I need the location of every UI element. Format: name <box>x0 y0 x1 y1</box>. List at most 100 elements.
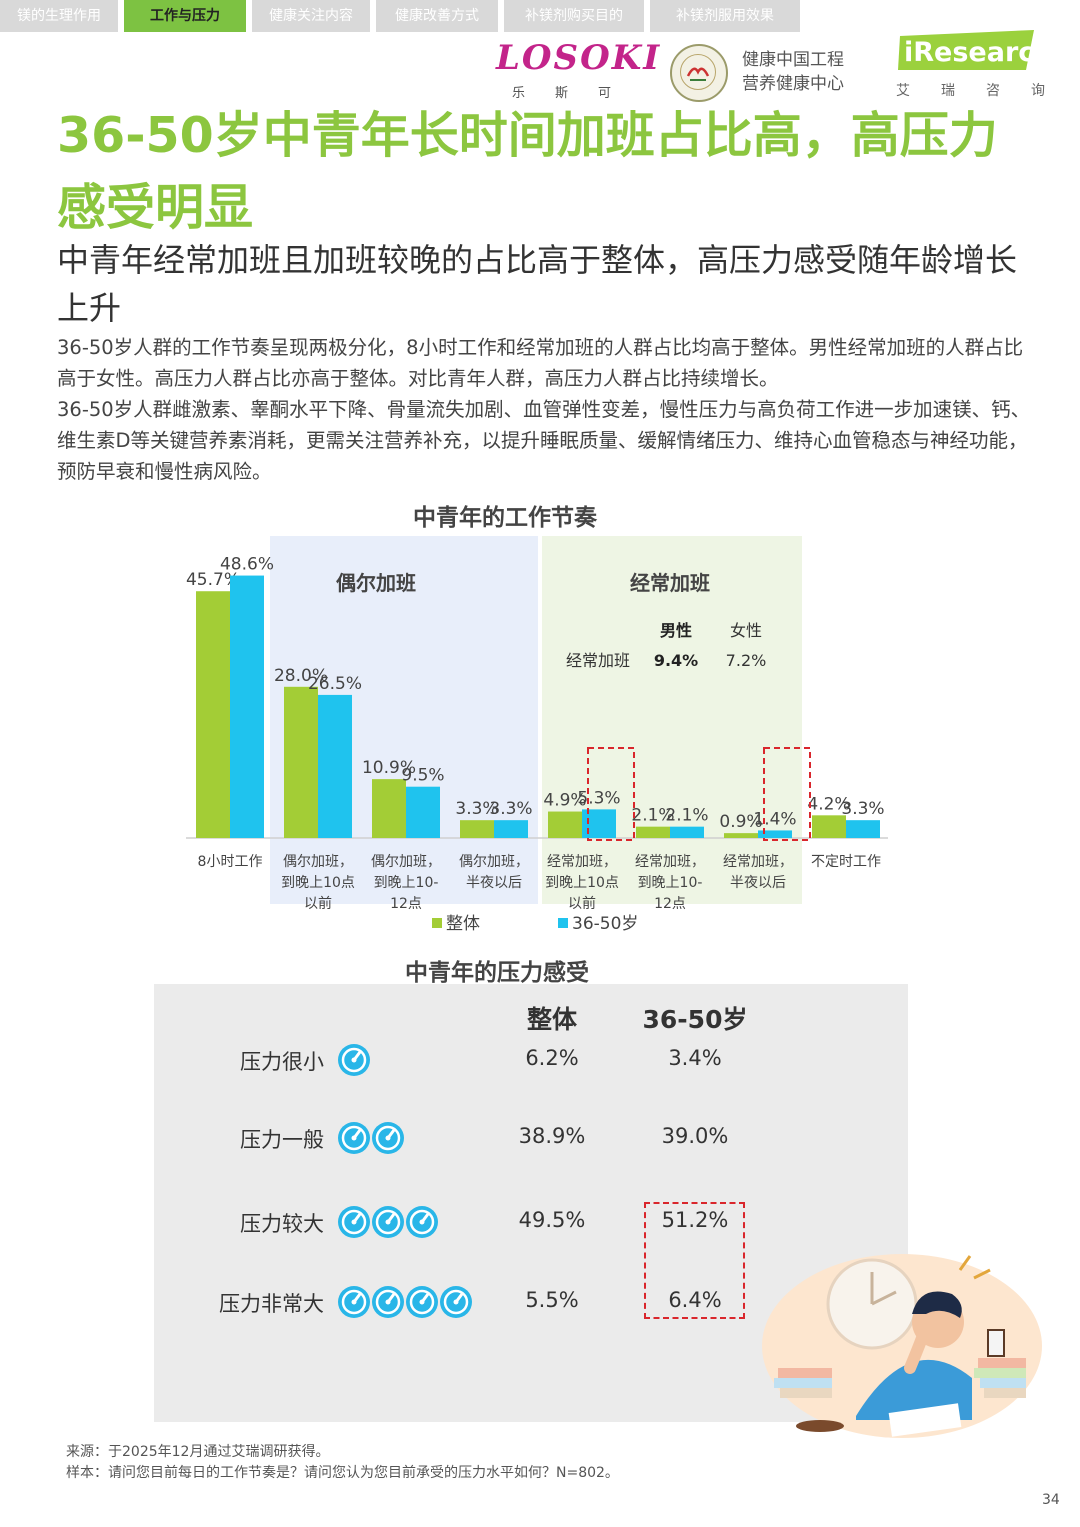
stress-value-age: 6.4% <box>668 1288 722 1312</box>
intro-text: 36-50岁人群的工作节奏呈现两极分化，8小时工作和经常加班的人群占比均高于整体… <box>57 332 1037 487</box>
stress-level-label: 压力非常大 <box>219 1292 324 1316</box>
stress-level-label: 压力一般 <box>240 1128 324 1152</box>
stress-value-age: 39.0% <box>661 1124 729 1148</box>
x-tick-label: 半夜以后 <box>730 875 786 891</box>
legend-swatch <box>432 918 442 928</box>
x-tick-label: 到晚上10点 <box>545 875 619 891</box>
stress-gauge-icon <box>370 1120 406 1156</box>
losoki-logo-subtext: 乐斯可 <box>512 86 642 101</box>
stress-value-age: 51.2% <box>661 1208 729 1232</box>
x-tick-label: 以前 <box>304 895 332 912</box>
bar <box>284 686 318 838</box>
bar <box>372 779 406 838</box>
tab-purchase-purpose[interactable]: 补镁剂购买目的 <box>504 0 644 32</box>
stress-gauge-icon <box>336 1120 372 1156</box>
tab-supplement-effect[interactable]: 补镁剂服用效果 <box>650 0 800 32</box>
stress-value-age: 3.4% <box>668 1046 722 1070</box>
stress-value-overall: 6.2% <box>525 1046 579 1070</box>
stress-gauge-icon <box>404 1204 440 1240</box>
data-label: 4.2% <box>807 794 850 814</box>
x-tick-label: 偶尔加班， <box>459 854 529 870</box>
frequent-overtime-group-bg <box>542 536 802 904</box>
bar <box>758 830 792 838</box>
stress-value-overall: 49.5% <box>518 1208 586 1232</box>
data-label: 0.9% <box>719 812 762 832</box>
section-nav: 镁的生理作用 工作与压力 健康关注内容 健康改善方式 补镁剂购买目的 补镁剂服用… <box>0 0 820 32</box>
bar <box>670 826 704 838</box>
data-label: 3.3% <box>489 799 532 819</box>
stress-gauge-group <box>336 1204 438 1244</box>
source-note: 来源：于2025年12月通过艾瑞调研获得。 样本：请问您目前每日的工作节奏是？请… <box>66 1442 619 1484</box>
highlight-box <box>644 1202 745 1319</box>
bar <box>460 820 494 838</box>
stress-gauge-icon <box>404 1284 440 1320</box>
data-label: 5.3% <box>577 788 620 808</box>
bar <box>846 820 880 838</box>
bar <box>548 811 582 838</box>
stress-value-overall: 38.9% <box>518 1124 586 1148</box>
gender-value-female: 7.2% <box>726 651 767 670</box>
x-tick-label: 到晚上10点 <box>281 875 355 891</box>
stress-chart-title: 中青年的压力感受 <box>405 960 589 986</box>
page-number: 34 <box>1042 1492 1060 1508</box>
x-tick-label: 以前 <box>568 895 596 912</box>
data-label: 1.4% <box>753 809 796 829</box>
data-label: 2.1% <box>665 806 708 826</box>
tab-health-improvement[interactable]: 健康改善方式 <box>376 0 498 32</box>
bar <box>812 815 846 838</box>
group-label-frequent: 经常加班 <box>630 571 710 595</box>
data-label: 2.1% <box>631 806 674 826</box>
x-tick-label: 12点 <box>390 896 422 912</box>
data-label: 9.5% <box>401 766 444 786</box>
x-tick-label: 经常加班， <box>547 854 617 870</box>
tab-work-stress[interactable]: 工作与压力 <box>124 0 246 32</box>
legend-label: 整体 <box>446 914 480 934</box>
x-tick-label: 半夜以后 <box>466 875 522 891</box>
data-label: 48.6% <box>220 555 274 575</box>
stress-gauge-icon <box>370 1284 406 1320</box>
gender-header-male: 男性 <box>660 621 692 640</box>
iresearch-logo: iResearch <box>898 30 1034 70</box>
intro-paragraph: 36-50岁人群的工作节奏呈现两极分化，8小时工作和经常加班的人群占比均高于整体… <box>57 336 1024 390</box>
x-tick-label: 到晚上10- <box>638 875 703 891</box>
intro-paragraph: 36-50岁人群雌激素、睾酮水平下降、骨量流失加剧、血管弹性变差，慢性压力与高负… <box>57 398 1031 483</box>
page-subtitle: 中青年经常加班且加班较晚的占比高于整体，高压力感受随年龄增长上升 <box>57 241 1018 327</box>
bar <box>494 820 528 838</box>
source-line: 来源：于2025年12月通过艾瑞调研获得。 <box>66 1444 330 1460</box>
stress-gauge-group <box>336 1120 404 1160</box>
stress-gauge-icon <box>336 1204 372 1240</box>
bar <box>406 786 440 838</box>
losoki-logo: LOSOKI <box>496 38 662 78</box>
work-rhythm-chart-title: 中青年的工作节奏 <box>413 505 597 531</box>
stress-gauge-icon <box>336 1284 372 1320</box>
data-label: 26.5% <box>308 674 362 694</box>
stressed-worker-illustration <box>762 1254 1042 1438</box>
bar <box>724 833 758 838</box>
data-label: 10.9% <box>362 758 416 778</box>
group-label-occasional: 偶尔加班 <box>336 571 416 595</box>
stress-level-label: 压力很小 <box>240 1050 324 1074</box>
bar <box>636 826 670 838</box>
bar <box>318 694 352 838</box>
legend-label: 36-50岁 <box>572 914 638 934</box>
nutrition-center-seal-icon <box>670 44 728 102</box>
x-tick-label: 不定时工作 <box>811 854 881 870</box>
tab-magnesium-function[interactable]: 镁的生理作用 <box>0 0 118 32</box>
stress-header-overall: 整体 <box>526 1005 577 1034</box>
stress-gauge-group <box>336 1284 472 1324</box>
tab-health-concerns[interactable]: 健康关注内容 <box>252 0 370 32</box>
stress-gauge-group <box>336 1042 370 1082</box>
stress-header-age: 36-50岁 <box>642 1005 748 1034</box>
gender-header-female: 女性 <box>730 621 762 640</box>
page-title: 36-50岁中青年长时间加班占比高，高压力感受明显 <box>57 107 998 236</box>
stress-gauge-icon <box>370 1204 406 1240</box>
bar <box>230 575 264 838</box>
nutrition-center-name: 健康中国工程 营养健康中心 <box>742 50 844 94</box>
highlight-box <box>763 747 811 841</box>
x-tick-label: 偶尔加班， <box>283 854 353 870</box>
data-label: 4.9% <box>543 791 586 811</box>
svg-text:iResearch: iResearch <box>904 37 1034 68</box>
sample-line: 样本：请问您目前每日的工作节奏是？请问您认为您目前承受的压力水平如何？N=802… <box>66 1465 619 1481</box>
data-label: 3.3% <box>841 799 884 819</box>
